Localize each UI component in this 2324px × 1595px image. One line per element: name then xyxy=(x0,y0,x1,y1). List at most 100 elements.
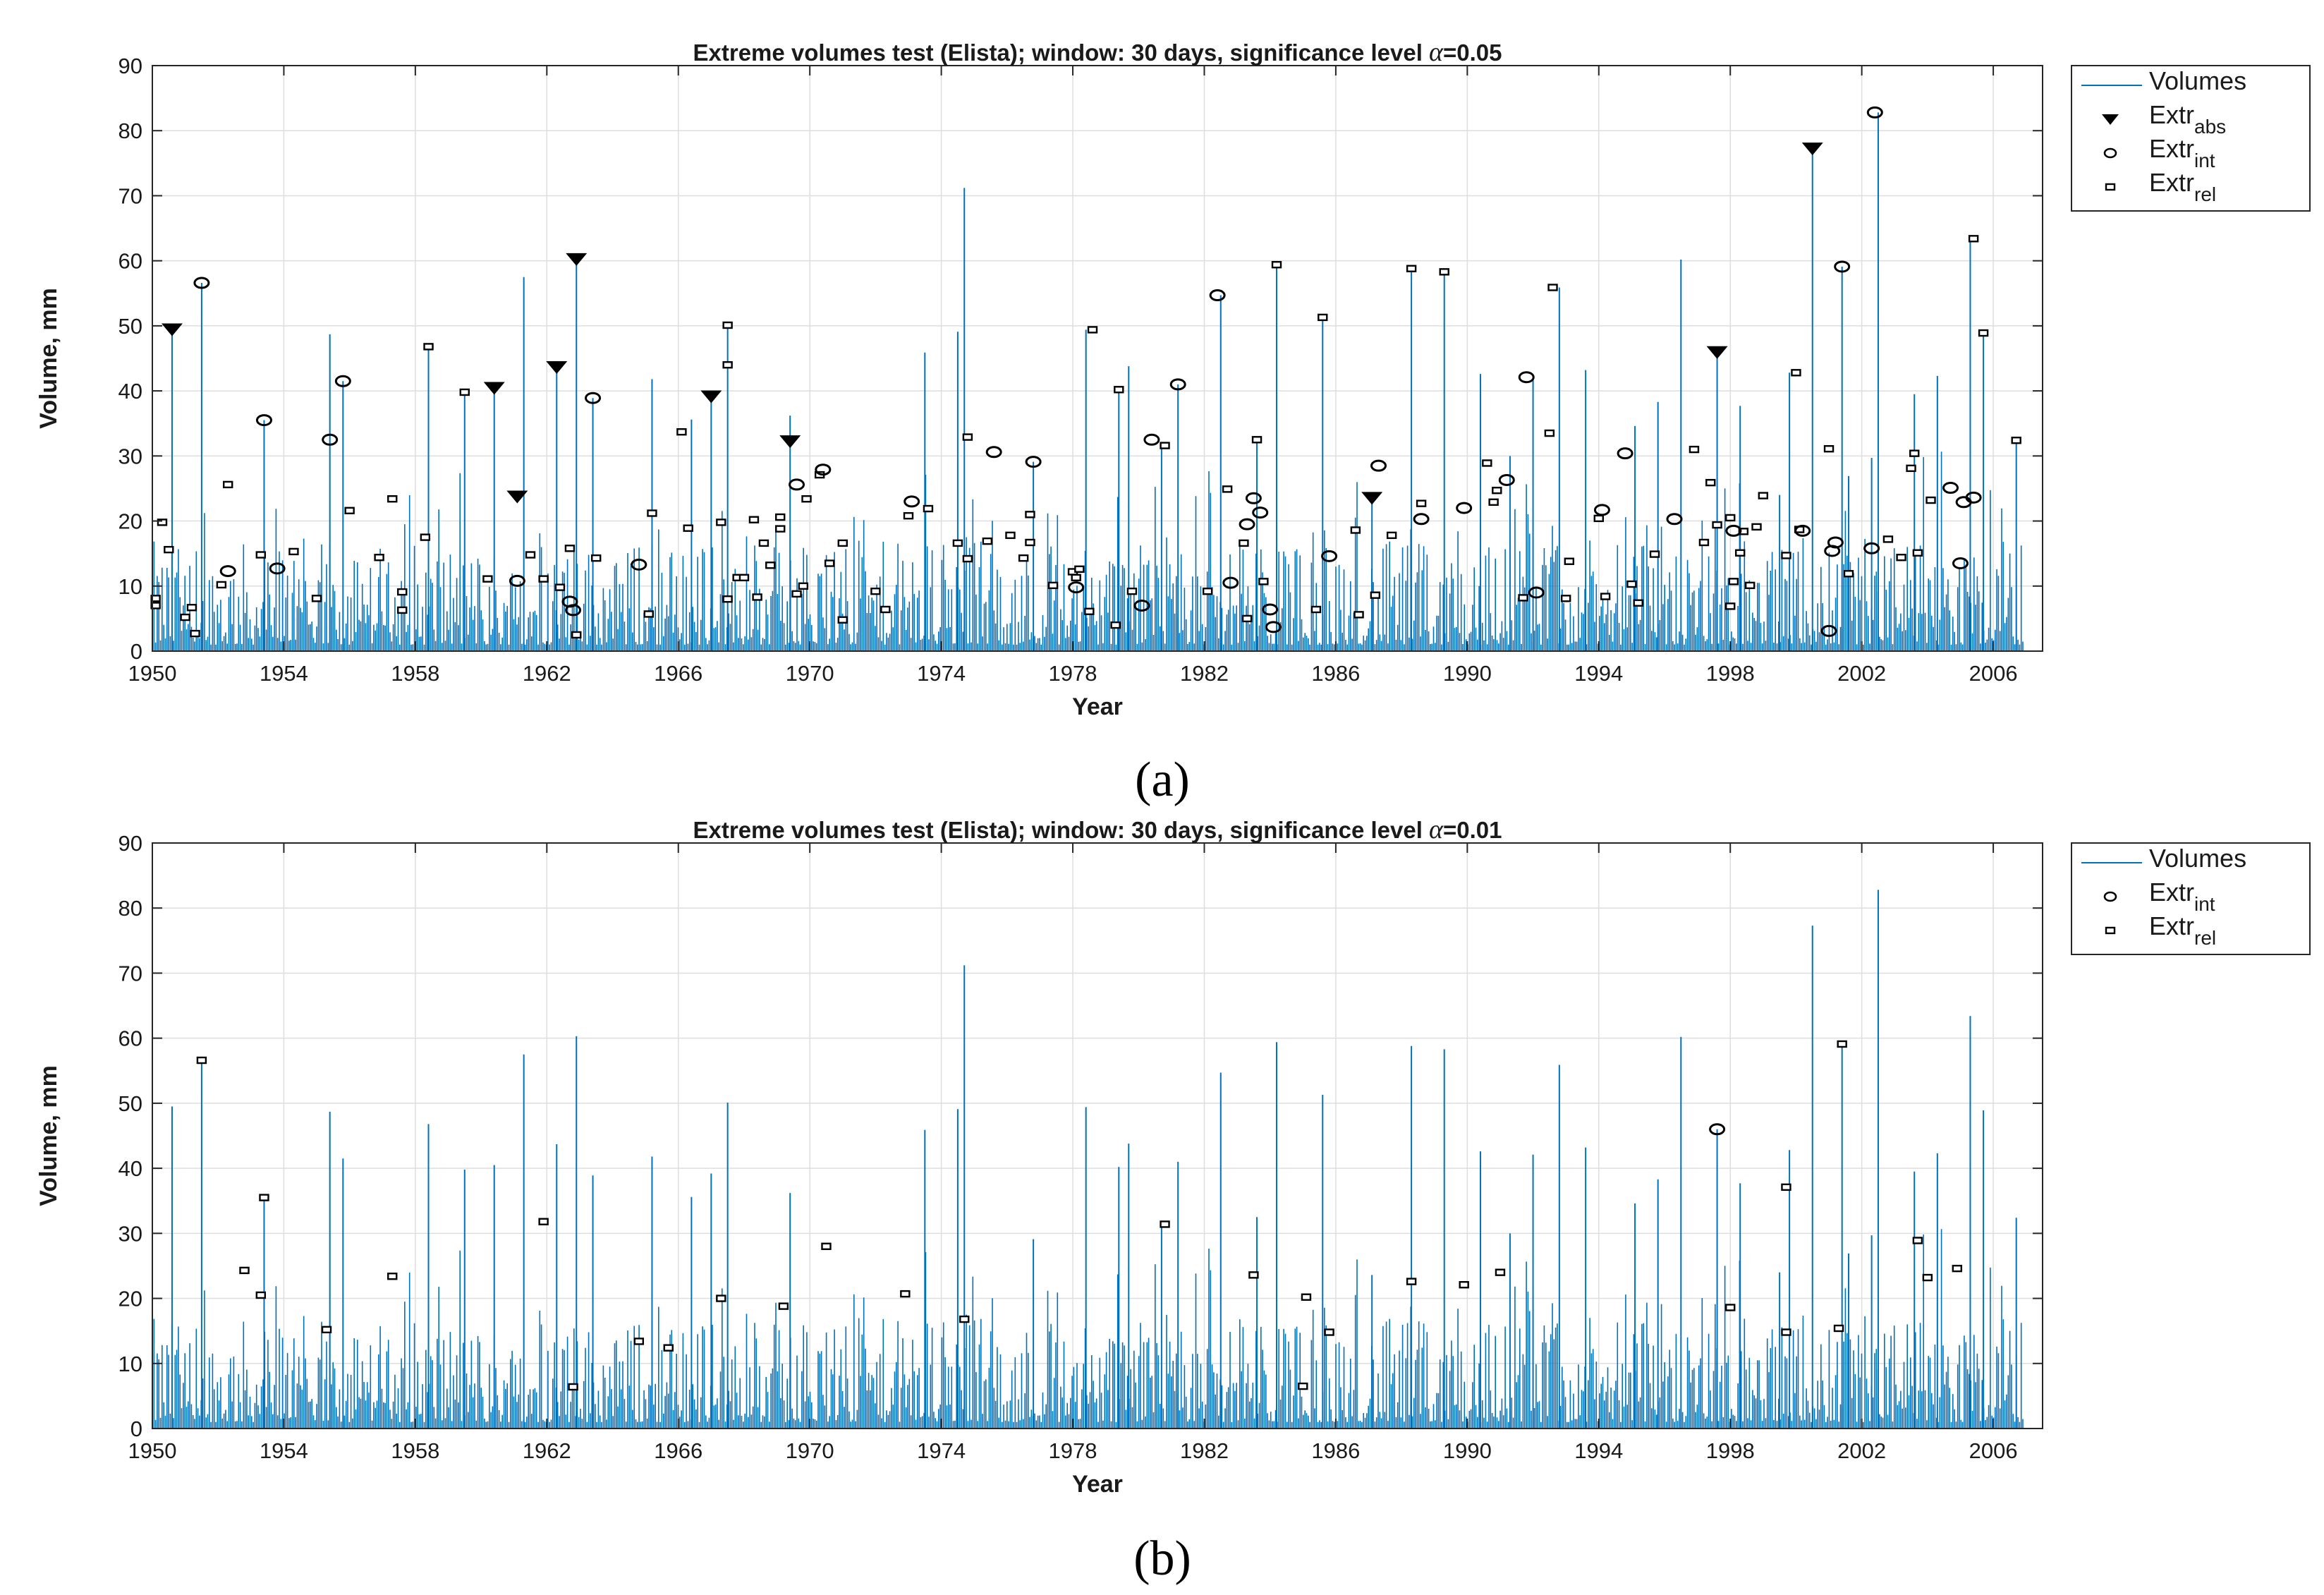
extr-int-marker xyxy=(631,558,647,571)
extr-rel-marker xyxy=(952,539,963,547)
x-tick-label: 2006 xyxy=(1969,1438,2018,1463)
extr-rel-marker xyxy=(568,1383,578,1391)
extr-rel-marker xyxy=(259,1194,269,1201)
x-tick-label: 1986 xyxy=(1311,661,1360,686)
y-axis-label-a: Volume, mm xyxy=(35,288,62,429)
extr-rel-marker xyxy=(738,574,750,581)
extr-rel-marker xyxy=(564,545,576,552)
extr-abs-marker xyxy=(1801,142,1823,156)
extr-rel-marker xyxy=(1626,580,1637,588)
plot-frame-a xyxy=(152,65,2043,652)
extr-rel-marker xyxy=(255,551,267,559)
extr-rel-marker xyxy=(1350,526,1361,534)
extr-rel-marker xyxy=(821,1242,832,1250)
extr-rel-marker xyxy=(1495,1268,1506,1276)
extr-int-marker xyxy=(1265,621,1282,633)
y-tick-label: 20 xyxy=(118,1287,142,1311)
extr-rel-marker xyxy=(798,582,809,590)
extr-rel-marker xyxy=(1370,591,1381,599)
y-tick-label: 50 xyxy=(118,1091,142,1116)
extr-rel-marker xyxy=(1633,599,1643,607)
legend-label-rel: Extrrel xyxy=(2149,911,2216,949)
extr-rel-marker xyxy=(1909,449,1920,457)
x-tick-label: 1950 xyxy=(128,1438,177,1463)
x-tick-label: 1966 xyxy=(654,1438,702,1463)
extr-rel-marker xyxy=(150,602,161,610)
extr-int-marker xyxy=(1834,260,1851,273)
extr-int-marker xyxy=(334,375,351,387)
extr-int-marker xyxy=(269,562,286,575)
extr-abs-marker xyxy=(700,390,722,404)
x-tick-label: 1994 xyxy=(1574,1438,1623,1463)
panel-a: 0 10 20 30 40 50 60 70 80 90 1950 1954 1958 1962 1966… xyxy=(35,37,2311,720)
extr-rel-marker xyxy=(1353,611,1364,619)
extr-rel-marker xyxy=(591,554,602,562)
extr-rel-marker xyxy=(1222,485,1233,493)
extr-rel-marker xyxy=(1110,621,1121,629)
x-tick-label: 1998 xyxy=(1706,1438,1755,1463)
extr-rel-marker xyxy=(216,581,227,589)
extr-rel-marker xyxy=(190,629,200,638)
extr-int-marker xyxy=(1143,433,1160,446)
extr-rel-marker xyxy=(1071,574,1081,581)
legend-swatch-rel xyxy=(2105,183,2116,191)
extr-rel-marker xyxy=(255,1291,267,1299)
extr-rel-marker xyxy=(837,539,848,547)
caption-b: (b) xyxy=(1133,1532,1191,1586)
extr-abs-marker xyxy=(566,253,588,266)
extr-abs-marker xyxy=(483,382,505,395)
extr-rel-marker xyxy=(1084,607,1095,615)
extr-rel-marker xyxy=(775,525,786,533)
markers-a xyxy=(150,106,2021,639)
extr-rel-marker xyxy=(1459,1280,1469,1289)
extr-rel-marker xyxy=(1406,265,1417,272)
extr-int-marker xyxy=(1617,447,1634,460)
x-tick-label: 2002 xyxy=(1837,1438,1886,1463)
extr-int-marker xyxy=(1942,482,1959,495)
extr-rel-marker xyxy=(1843,570,1854,578)
extr-rel-marker xyxy=(1833,1324,1844,1333)
extr-rel-marker xyxy=(1896,554,1906,562)
legend-label-volumes: Volumes xyxy=(2149,844,2246,873)
panel-b: 0 10 20 30 40 50 60 70 80 90 1950 1954 1958 1962 1966… xyxy=(35,815,2311,1498)
extr-rel-marker xyxy=(397,588,408,596)
extr-rel-marker xyxy=(196,1056,207,1065)
extr-int-marker xyxy=(1498,473,1515,486)
extr-rel-marker xyxy=(1952,1264,1963,1273)
extr-rel-marker xyxy=(157,518,168,526)
extr-rel-marker xyxy=(722,595,733,603)
chart-title-b: Extreme volumes test (Elista); window: 3… xyxy=(693,815,1502,844)
y-tick-label: 40 xyxy=(118,379,142,404)
legend-swatch-int xyxy=(2103,891,2117,902)
x-tick-label: 2002 xyxy=(1837,661,1886,686)
extr-rel-marker xyxy=(1239,539,1249,547)
extr-rel-marker xyxy=(482,575,493,583)
extr-rel-marker xyxy=(1978,329,1989,337)
extr-int-marker xyxy=(1827,536,1844,549)
extr-rel-marker xyxy=(1018,554,1029,562)
x-tick-label: 1958 xyxy=(391,1438,439,1463)
y-tick-label: 70 xyxy=(118,183,142,208)
extr-rel-marker xyxy=(1912,1237,1923,1244)
x-axis-label-b: Year xyxy=(1072,1471,1123,1498)
extr-int-marker xyxy=(1209,289,1226,302)
chart-title-a: Extreme volumes test (Elista); window: 3… xyxy=(693,37,1502,67)
extr-rel-marker xyxy=(748,516,760,523)
extr-int-marker xyxy=(1169,378,1186,391)
extr-rel-marker xyxy=(164,545,174,554)
markers-b xyxy=(196,1040,1963,1391)
extr-int-marker xyxy=(1952,557,1969,569)
extr-rel-marker xyxy=(1318,313,1328,322)
extr-int-marker xyxy=(985,446,1002,459)
extr-rel-marker xyxy=(1725,1304,1736,1311)
extr-abs-marker xyxy=(161,323,183,336)
extr-rel-marker xyxy=(722,321,733,329)
y-tick-label: 60 xyxy=(118,249,142,274)
extr-rel-marker xyxy=(1689,445,1700,454)
extr-int-marker xyxy=(1863,542,1880,554)
y-tick-label: 30 xyxy=(118,1221,142,1246)
extr-int-marker xyxy=(1321,550,1338,562)
extr-rel-marker xyxy=(1705,478,1716,487)
extr-int-marker xyxy=(1518,371,1535,384)
